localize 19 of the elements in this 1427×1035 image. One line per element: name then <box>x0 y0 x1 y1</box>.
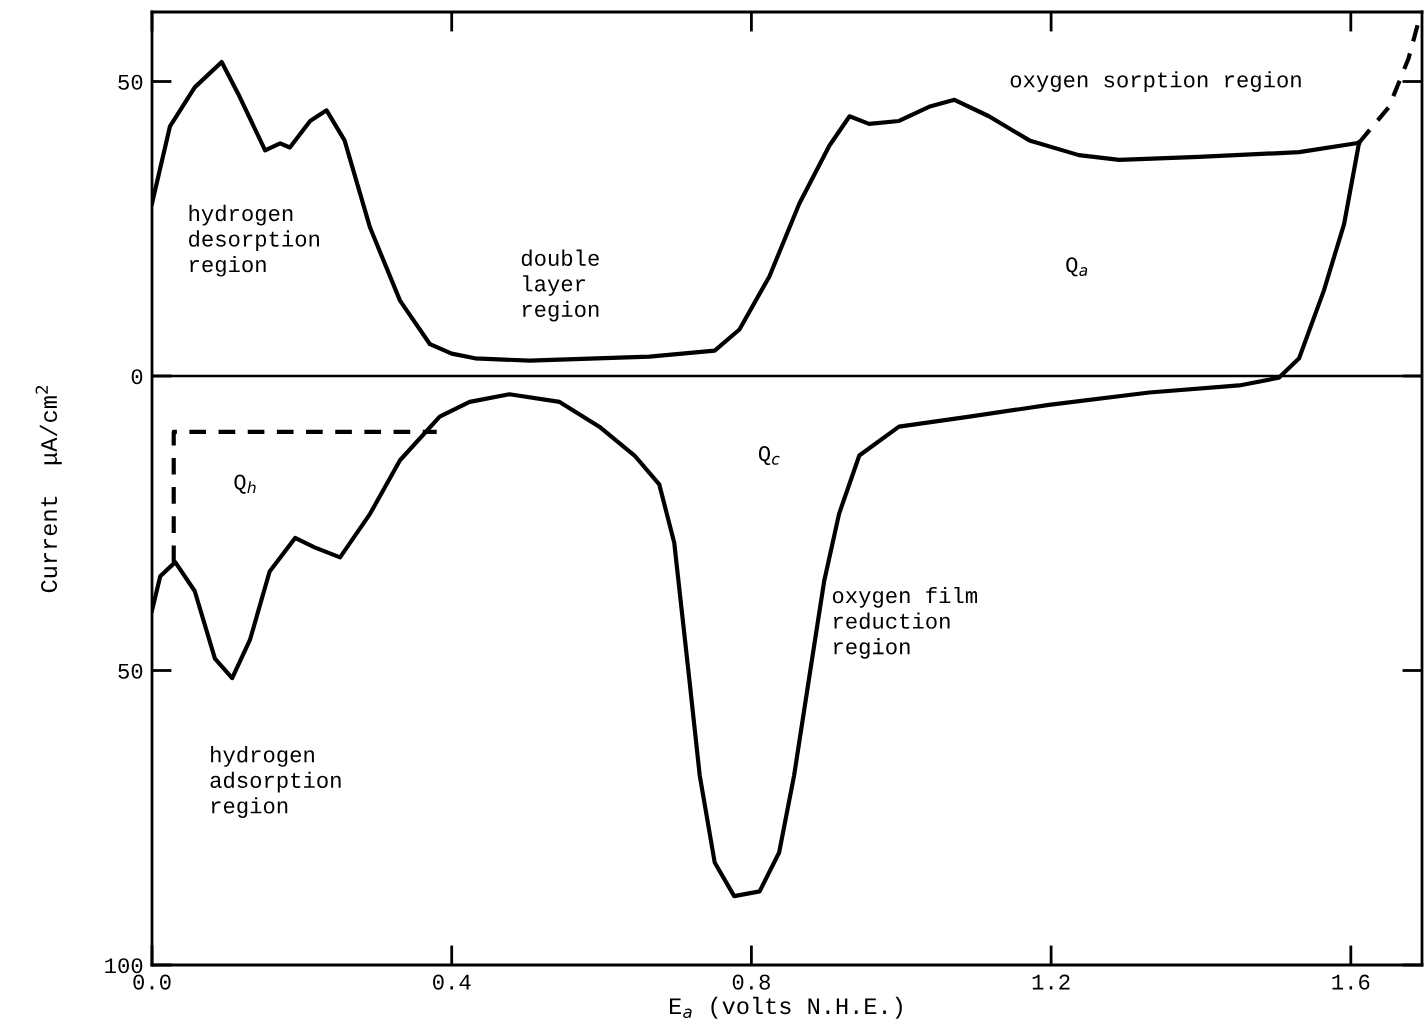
annotation: hydrogen desorption region <box>189 204 319 277</box>
y-tick-label: 100 <box>105 958 143 974</box>
text: E$_{a}$ (volts N.H.E.) <box>669 996 902 1019</box>
x-tick-label: 0.4 <box>433 974 471 990</box>
y-tick-label: 50 <box>118 663 143 679</box>
y-tick-label: 50 <box>118 74 143 90</box>
x-tick-label: 0.8 <box>732 974 770 990</box>
annotation: double layer region <box>521 249 599 322</box>
annotation: oxygen film reduction region <box>832 586 977 659</box>
x-tick-label: 1.6 <box>1332 974 1370 990</box>
annotation: oxygen sorption region <box>1010 71 1301 92</box>
annotation: Q$_{c}$ <box>758 446 780 466</box>
annotation: Q$_{a}$ <box>1066 257 1088 277</box>
annotation: hydrogen adsorption region <box>210 746 341 818</box>
y-axis-title: Current μA/cm$^{2}$ <box>35 386 62 593</box>
y-tick-label: 0 <box>131 369 143 385</box>
x-tick-label: 1.2 <box>1032 974 1070 990</box>
x-tick-label: 0.0 <box>133 974 171 990</box>
annotation: Q$_{h}$ <box>234 474 256 494</box>
